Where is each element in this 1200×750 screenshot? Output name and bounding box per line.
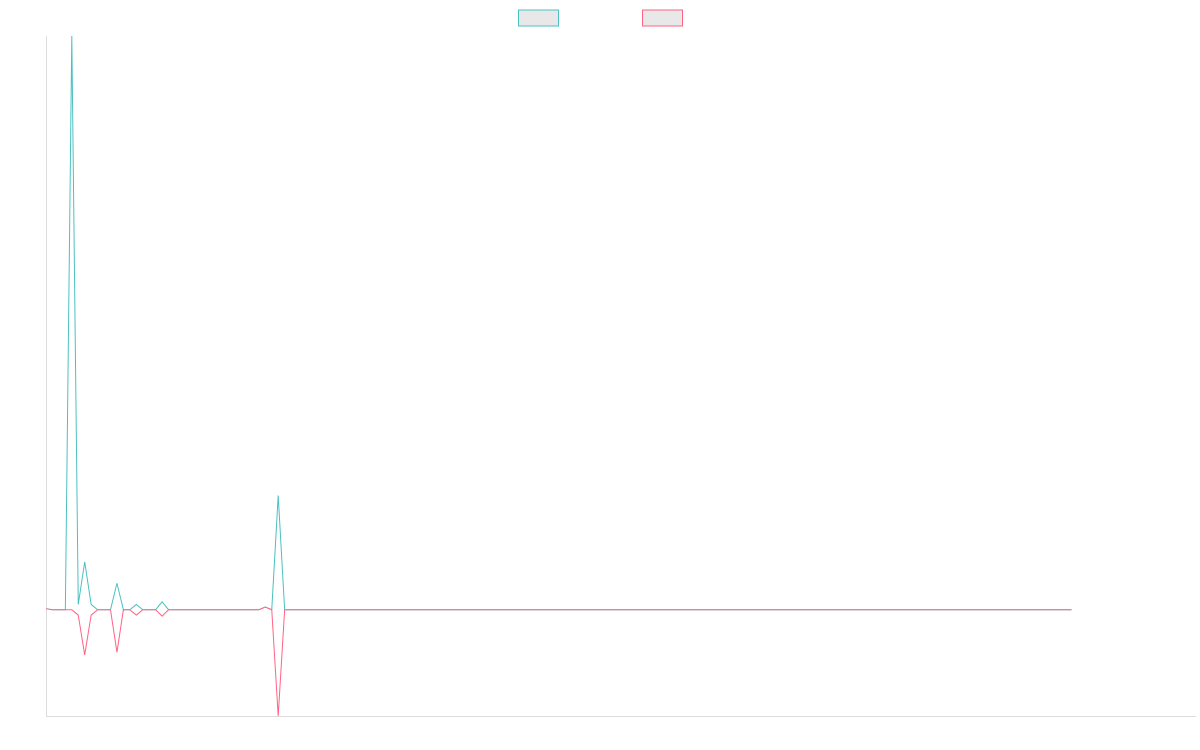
series-layer bbox=[45, 35, 1072, 717]
series-line-1 bbox=[45, 35, 1072, 611]
legend-swatch[interactable] bbox=[518, 9, 559, 27]
legend-swatch[interactable] bbox=[642, 9, 683, 27]
legend bbox=[518, 9, 683, 27]
legend-item-1[interactable] bbox=[518, 9, 559, 27]
axes bbox=[46, 36, 1196, 717]
legend-item-2[interactable] bbox=[642, 9, 683, 27]
series-line-2 bbox=[45, 606, 1072, 717]
